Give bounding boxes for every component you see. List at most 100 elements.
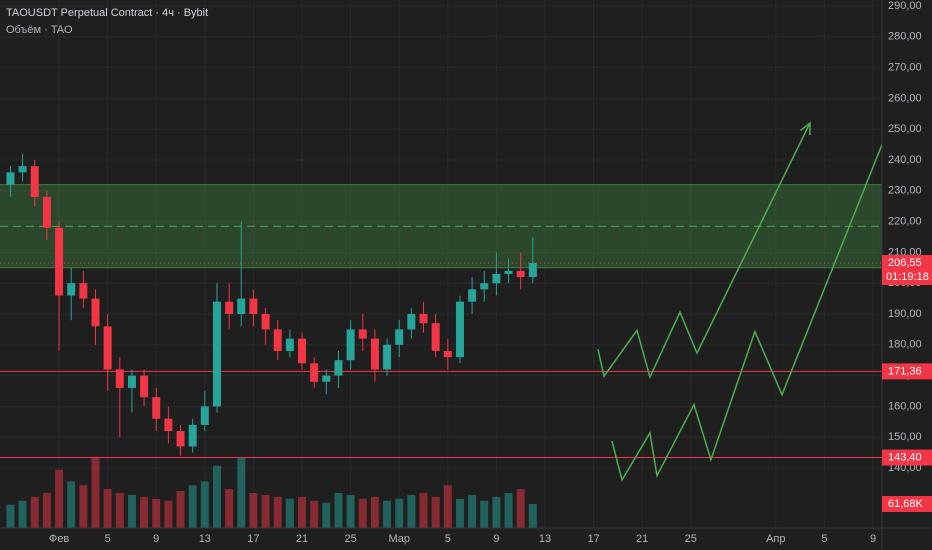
volume-bar	[492, 496, 501, 528]
volume-bar	[79, 485, 88, 528]
candle-body	[468, 289, 477, 302]
candle-body	[322, 375, 331, 382]
countdown: 01:19:18	[886, 271, 929, 283]
volume-label: 61,68K	[888, 498, 924, 510]
volume-bar	[261, 494, 270, 528]
x-tick-label: Мар	[388, 533, 410, 545]
volume-bar	[383, 500, 392, 528]
volume-bar	[358, 498, 367, 528]
volume-bar	[67, 481, 76, 528]
volume-bar	[188, 485, 197, 528]
candle-body	[261, 314, 270, 330]
volume-bar	[127, 494, 136, 528]
volume-bar	[431, 496, 440, 528]
last-price-tag	[882, 255, 932, 286]
volume-bar	[334, 493, 343, 528]
candle-body	[346, 329, 355, 361]
volume-bar	[103, 489, 112, 528]
candle-body	[200, 406, 209, 425]
x-tick-label: Апр	[766, 533, 785, 545]
candle-body	[273, 329, 282, 351]
volume-bar	[200, 481, 209, 528]
x-tick-label: Фев	[49, 533, 69, 545]
projection-line	[597, 122, 811, 380]
volume-bar	[322, 502, 331, 528]
candle-body	[67, 283, 76, 296]
volume-bar	[455, 498, 464, 528]
candle-body	[298, 338, 307, 364]
candle-body	[140, 375, 149, 398]
candle-body	[480, 283, 489, 290]
volume-bar	[273, 496, 282, 528]
volume-bar	[176, 491, 185, 528]
volume-bar	[18, 500, 27, 528]
x-tick-label: 5	[821, 533, 827, 545]
volume-title: Объём · TAO	[6, 24, 73, 36]
candle-body	[443, 350, 452, 358]
volume-bar	[42, 493, 51, 528]
candle-body	[115, 369, 124, 388]
candle-body	[419, 314, 428, 324]
candle-body	[395, 329, 404, 345]
candle-body	[334, 360, 343, 376]
candle-body	[383, 344, 392, 370]
volume-bar	[212, 465, 221, 528]
y-tick-label: 240,00	[888, 154, 922, 166]
volume-bar	[6, 504, 15, 528]
candle-body	[91, 298, 100, 327]
x-tick-label: 17	[247, 533, 259, 545]
candle-body	[30, 166, 39, 197]
candle-body	[212, 301, 221, 407]
candle-body	[6, 172, 15, 185]
candle-body	[188, 424, 197, 447]
y-tick-label: 290,00	[888, 0, 922, 12]
plot	[0, 0, 883, 528]
volume-bar	[346, 494, 355, 528]
candle-body	[225, 301, 234, 314]
level-label: 171,36	[888, 365, 922, 377]
y-tick-label: 160,00	[888, 400, 922, 412]
y-tick-label: 250,00	[888, 123, 922, 135]
level-label: 143,40	[888, 451, 922, 463]
candle-body	[79, 283, 88, 299]
x-tick-label: 17	[587, 533, 599, 545]
x-tick-label: 21	[296, 533, 308, 545]
volume-bar	[395, 498, 404, 528]
volume-bar	[528, 504, 537, 528]
volume-bar	[298, 496, 307, 528]
level-tag	[882, 449, 932, 466]
projection-line	[611, 144, 883, 482]
candle-body	[407, 314, 416, 330]
candle-body	[492, 273, 501, 284]
volume-bar	[152, 498, 161, 528]
last-price-label: 206,55	[888, 257, 922, 269]
candle-body	[358, 329, 367, 339]
arrow-head	[800, 121, 811, 136]
volume-bar	[249, 493, 258, 528]
candle-body	[42, 196, 51, 228]
candle-body	[103, 326, 112, 370]
candle-body	[528, 263, 537, 278]
candle-body	[504, 270, 513, 274]
level-tag	[882, 363, 932, 380]
y-tick-label: 280,00	[888, 31, 922, 43]
volume-bar	[370, 496, 379, 528]
x-tick-label: 5	[105, 533, 111, 545]
y-tick-label: 220,00	[888, 216, 922, 228]
candle-body	[455, 301, 464, 358]
y-tick-label: 180,00	[888, 339, 922, 351]
candle-body	[370, 338, 379, 370]
volume-bar	[225, 489, 234, 528]
x-tick-label: 25	[344, 533, 356, 545]
volume-bar	[407, 494, 416, 528]
volume-bar	[468, 494, 477, 528]
volume-tag	[882, 496, 932, 513]
volume-bar	[237, 458, 246, 528]
volume-bar	[419, 493, 428, 528]
candle-body	[516, 270, 525, 278]
candle-body	[285, 338, 294, 351]
volume-bar	[480, 500, 489, 528]
candle-body	[127, 375, 136, 388]
